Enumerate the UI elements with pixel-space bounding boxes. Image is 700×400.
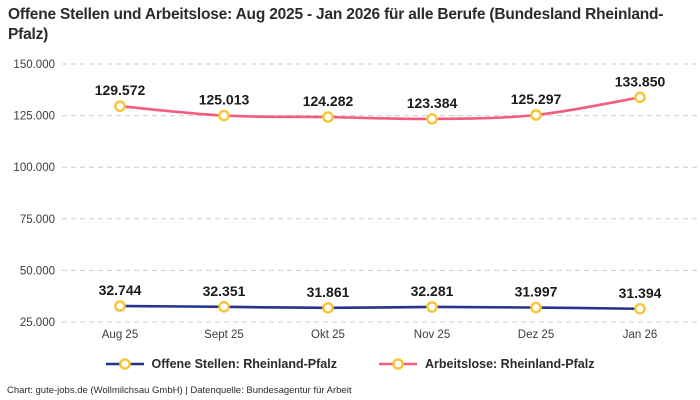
svg-text:Jan 26: Jan 26	[623, 329, 658, 341]
svg-text:100.000: 100.000	[13, 162, 55, 174]
svg-text:32.351: 32.351	[203, 283, 246, 299]
svg-text:32.281: 32.281	[411, 283, 454, 299]
svg-text:32.744: 32.744	[99, 282, 142, 298]
svg-text:Nov 25: Nov 25	[414, 329, 450, 341]
svg-text:129.572: 129.572	[95, 82, 146, 98]
chart-title: Offene Stellen und Arbeitslose: Aug 2025…	[8, 6, 664, 43]
svg-text:Dez 25: Dez 25	[518, 329, 554, 341]
svg-text:150.000: 150.000	[13, 59, 55, 71]
svg-text:31.861: 31.861	[307, 284, 350, 300]
legend-label-offene-stellen: Offene Stellen: Rheinland-Pfalz	[151, 357, 337, 371]
svg-text:50.000: 50.000	[20, 265, 55, 277]
svg-text:Sept 25: Sept 25	[204, 329, 244, 341]
svg-text:123.384: 123.384	[407, 95, 458, 111]
svg-text:31.997: 31.997	[515, 284, 558, 300]
svg-text:Okt 25: Okt 25	[311, 329, 345, 341]
svg-text:75.000: 75.000	[20, 214, 55, 226]
legend-line-marker-pink-icon	[378, 358, 417, 370]
svg-text:125.013: 125.013	[199, 92, 250, 108]
line-chart-plot-area: 25.000 50.000 75.000 100.000 125.000 150.000 A…	[13, 59, 697, 341]
svg-text:Aug 25: Aug 25	[102, 329, 138, 341]
svg-text:125.000: 125.000	[13, 111, 55, 123]
attribution-text: Chart: gute-jobs.de (Wollmilchsau GmbH) …	[7, 385, 352, 396]
chart-legend: Offene Stellen: Rheinland-Pfalz Arbeitsl…	[0, 357, 700, 371]
svg-text:133.850: 133.850	[615, 73, 666, 89]
legend-line-marker-blue-icon	[105, 358, 144, 370]
legend-item-arbeitslose: Arbeitslose: Rheinland-Pfalz	[378, 357, 595, 371]
legend-item-offene-stellen: Offene Stellen: Rheinland-Pfalz	[105, 357, 337, 371]
legend-label-arbeitslose: Arbeitslose: Rheinland-Pfalz	[424, 357, 595, 371]
svg-text:125.297: 125.297	[511, 91, 562, 107]
svg-text:31.394: 31.394	[619, 285, 662, 301]
svg-text:25.000: 25.000	[20, 317, 55, 329]
svg-text:124.282: 124.282	[303, 93, 354, 109]
